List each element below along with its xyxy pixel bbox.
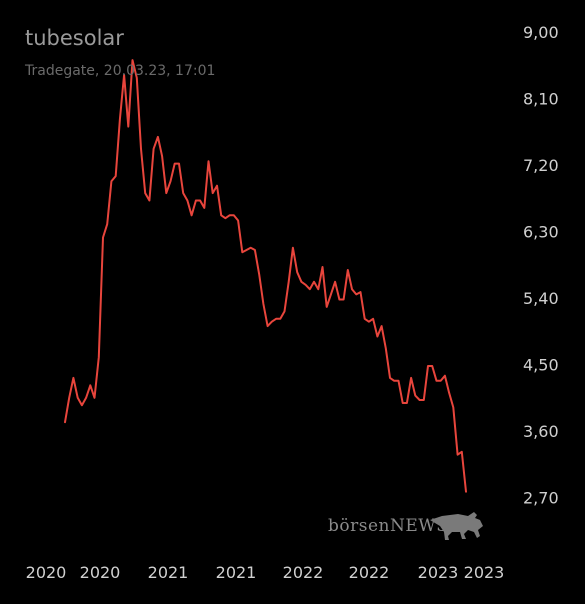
y-tick-label: 9,00 [523, 23, 559, 42]
y-tick-label: 4,50 [523, 356, 559, 375]
y-tick-label: 6,30 [523, 223, 559, 242]
watermark-text: börsenNEWS [328, 516, 449, 536]
bull-icon [430, 512, 483, 540]
x-axis: 2020 2020 2021 2021 2022 2022 2023 2023 [26, 563, 505, 582]
x-tick-label: 2022 [283, 563, 324, 582]
watermark-logo: börsenNEWS [328, 508, 488, 544]
x-tick-label: 2020 [26, 563, 67, 582]
x-tick-label: 2021 [216, 563, 257, 582]
x-tick-label: 2023 [418, 563, 459, 582]
y-tick-label: 5,40 [523, 289, 559, 308]
y-tick-label: 7,20 [523, 156, 559, 175]
y-tick-label: 8,10 [523, 90, 559, 109]
chart-subtitle: Tradegate, 20.03.23, 17:01 [25, 63, 216, 79]
chart-title: tubesolar [25, 26, 124, 50]
y-tick-label: 3,60 [523, 422, 559, 441]
x-tick-label: 2021 [148, 563, 189, 582]
y-axis: 9,00 8,10 7,20 6,30 5,40 4,50 3,60 2,70 [523, 23, 559, 508]
series-line [64, 59, 467, 493]
x-tick-label: 2020 [80, 563, 121, 582]
x-tick-label: 2023 [464, 563, 505, 582]
y-tick-label: 2,70 [523, 489, 559, 508]
x-tick-label: 2022 [349, 563, 390, 582]
